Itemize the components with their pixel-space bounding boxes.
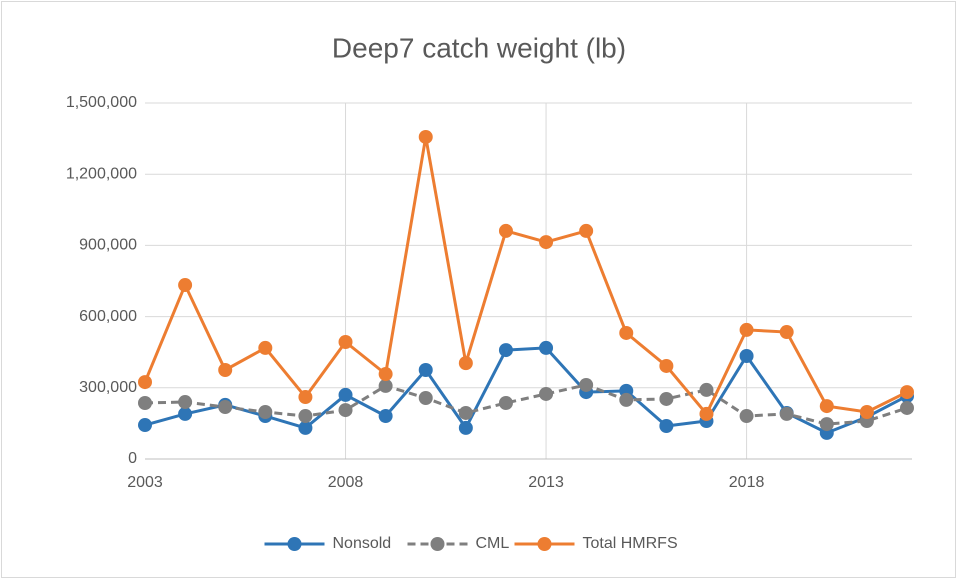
data-point [779, 325, 794, 340]
data-point [178, 278, 193, 293]
y-tick-label: 0 [128, 450, 137, 467]
data-point [619, 392, 634, 407]
data-point [178, 406, 193, 421]
data-point [579, 377, 594, 392]
data-point [739, 322, 754, 337]
data-point [779, 406, 794, 421]
data-point [418, 129, 433, 144]
data-point [498, 343, 513, 358]
data-point [378, 367, 393, 382]
data-point [418, 391, 433, 406]
data-point [739, 348, 754, 363]
data-point [619, 325, 634, 340]
data-point [859, 405, 874, 420]
x-tick-label: 2008 [328, 474, 364, 491]
data-point [258, 405, 273, 420]
y-tick-label: 1,200,000 [66, 165, 137, 182]
data-point [819, 399, 834, 414]
data-point [458, 356, 473, 371]
data-point [258, 340, 273, 355]
legend-label: Total HMRFS [583, 535, 678, 552]
data-point [819, 417, 834, 432]
data-point [539, 340, 554, 355]
data-point [338, 387, 353, 402]
data-point [699, 406, 714, 421]
y-tick-label: 600,000 [79, 308, 137, 325]
data-point [378, 409, 393, 424]
data-point [739, 409, 754, 424]
data-point [900, 385, 914, 400]
data-point [338, 403, 353, 418]
data-point [659, 419, 674, 434]
data-point [378, 378, 393, 393]
data-point [138, 418, 152, 433]
legend-label: CML [476, 535, 510, 552]
data-point [298, 420, 313, 435]
data-point [458, 420, 473, 435]
data-point [338, 334, 353, 349]
data-point [579, 223, 594, 238]
legend-label: Nonsold [333, 535, 392, 552]
data-point [659, 358, 674, 373]
data-point [218, 400, 233, 415]
data-point [539, 386, 554, 401]
x-tick-label: 2003 [127, 474, 163, 491]
legend-marker [537, 537, 552, 551]
y-tick-label: 900,000 [79, 237, 137, 254]
legend-marker [287, 537, 302, 551]
data-point [659, 391, 674, 406]
data-point [498, 223, 513, 238]
data-point [138, 395, 152, 410]
legend-marker [430, 537, 445, 551]
data-point [900, 400, 914, 415]
data-point [418, 363, 433, 377]
data-point [498, 395, 513, 410]
y-tick-label: 300,000 [79, 379, 137, 396]
y-tick-label: 1,500,000 [66, 94, 137, 111]
data-point [218, 363, 233, 377]
data-point [458, 405, 473, 420]
chart-title: Deep7 catch weight (lb) [332, 32, 626, 63]
data-point [699, 382, 714, 397]
x-tick-label: 2018 [729, 474, 765, 491]
series-line [144, 383, 908, 426]
data-point [298, 409, 313, 424]
data-point [539, 235, 554, 250]
x-tick-label: 2013 [528, 474, 564, 491]
data-point [138, 375, 152, 390]
data-point [298, 390, 313, 405]
data-point [178, 395, 193, 410]
